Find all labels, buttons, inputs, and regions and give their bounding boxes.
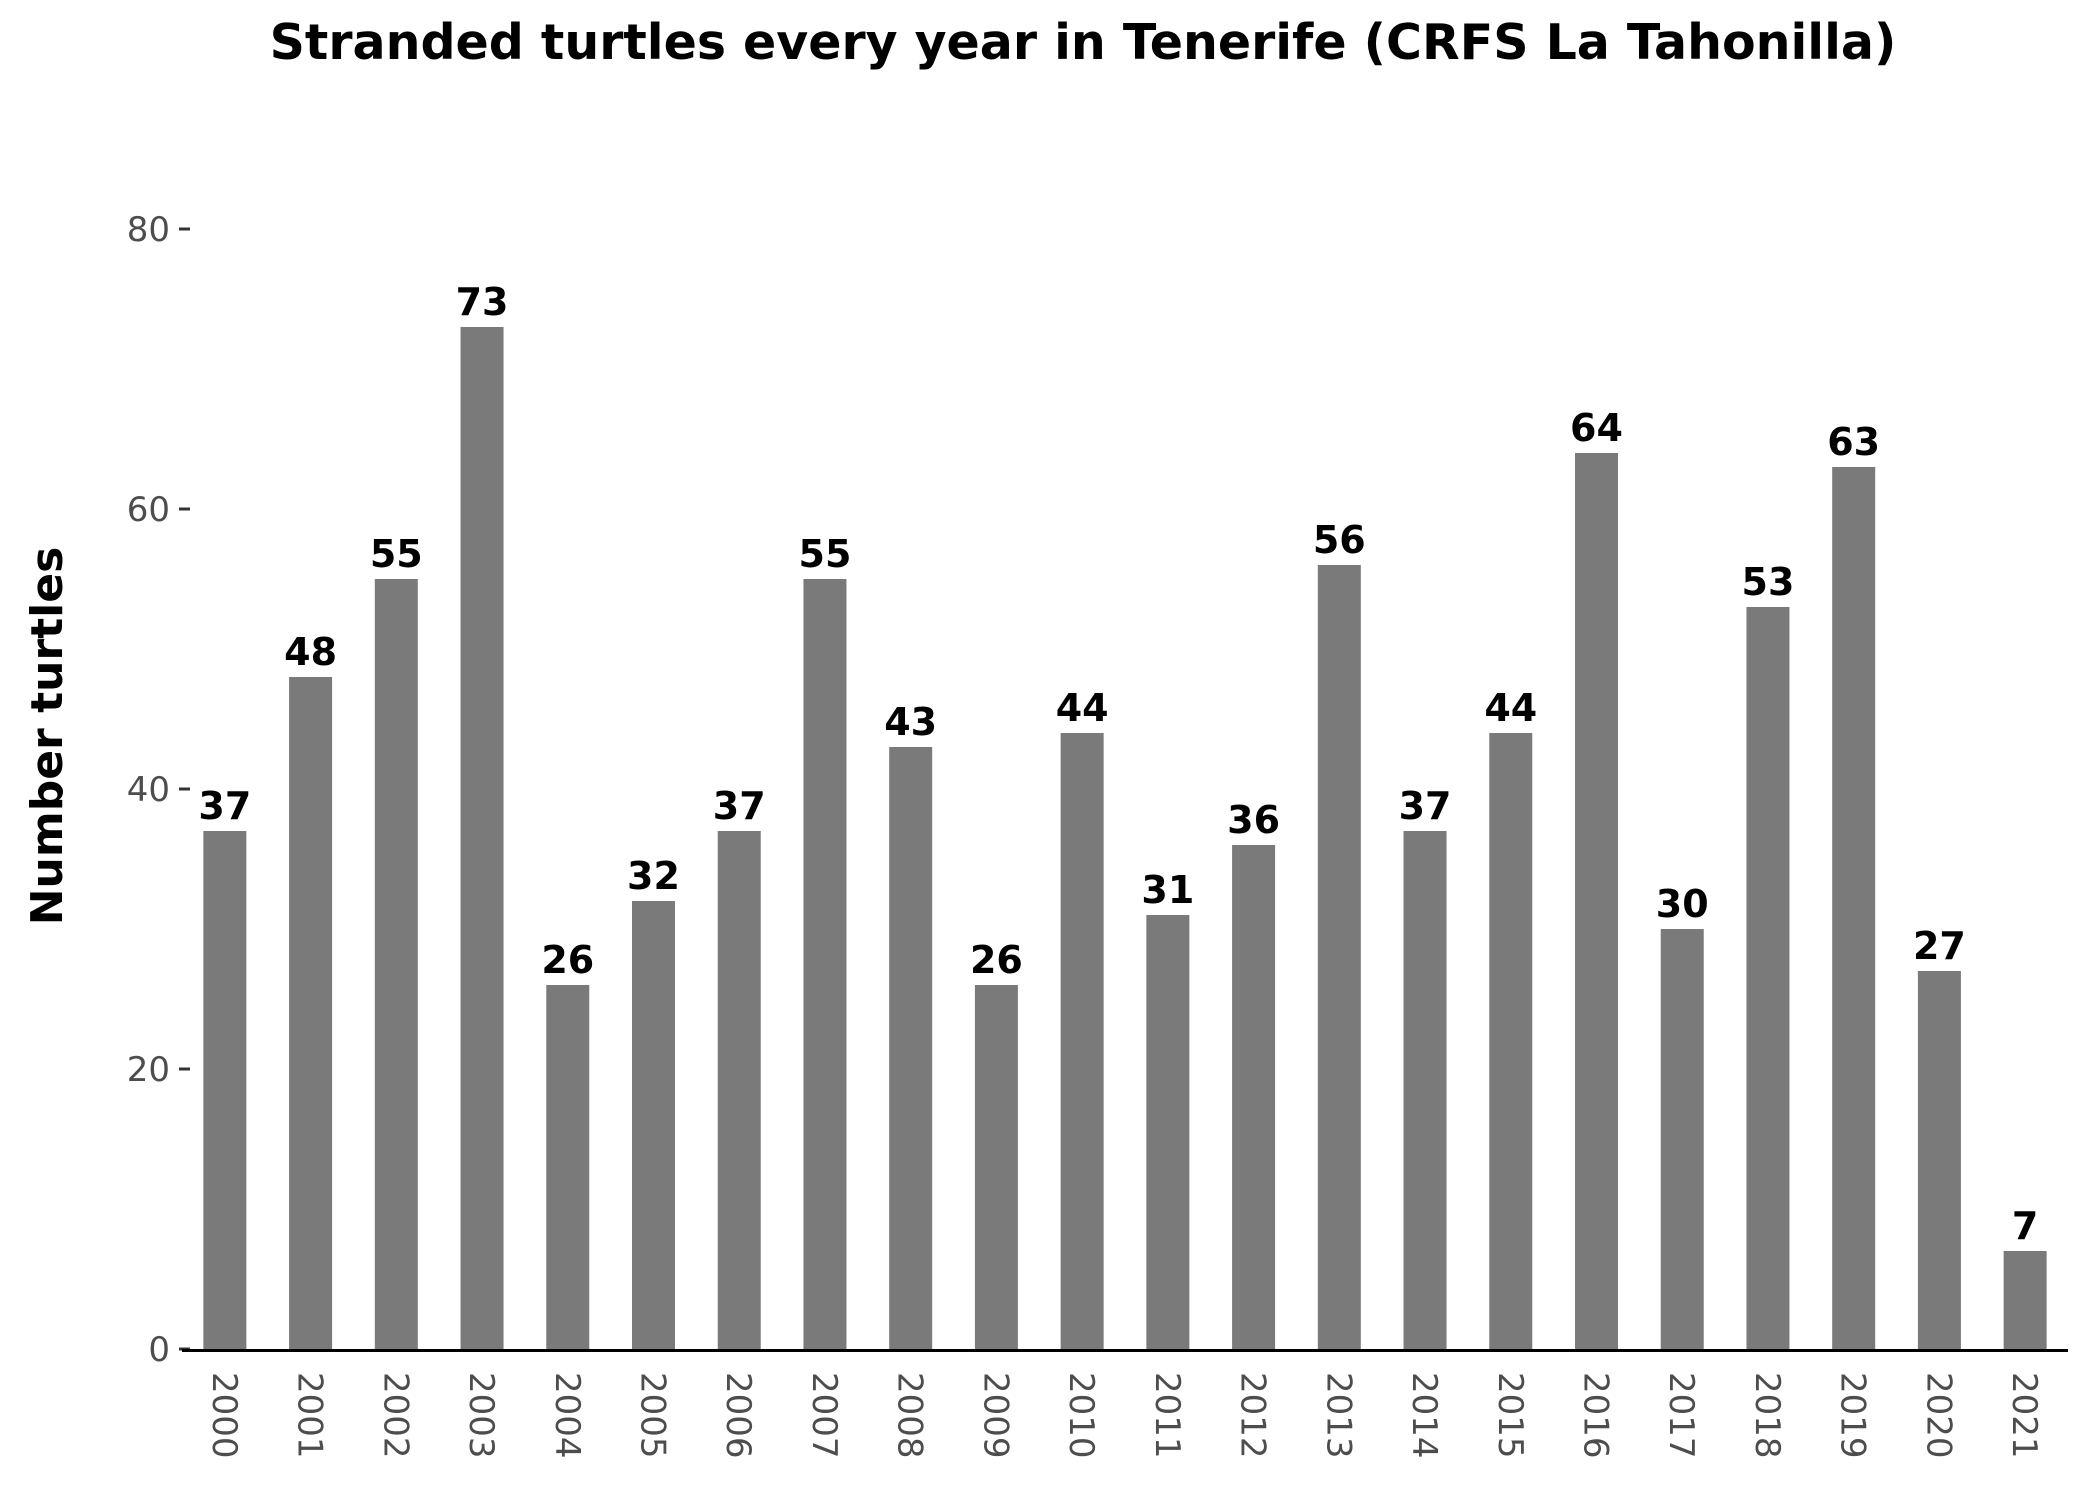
x-tick-label: 2016 (1576, 1372, 1616, 1459)
y-tick-label: 20 (127, 1050, 170, 1090)
x-tick-label: 2018 (1747, 1372, 1787, 1459)
data-label: 32 (627, 854, 680, 898)
data-label: 44 (1484, 686, 1537, 730)
x-tick-label: 2007 (804, 1372, 844, 1459)
bar (374, 579, 418, 1349)
x-tick-label: 2006 (718, 1372, 758, 1459)
bar (974, 985, 1018, 1349)
y-tick-label: 60 (127, 490, 170, 530)
data-label: 37 (713, 784, 766, 828)
bar (546, 985, 590, 1349)
bar (1060, 733, 1104, 1349)
bar (1575, 453, 1618, 1349)
chart-title: Stranded turtles every year in Tenerife … (269, 14, 1897, 71)
bar (460, 327, 504, 1349)
bar (289, 677, 333, 1349)
bar (1317, 565, 1361, 1349)
data-label: 31 (1141, 868, 1194, 912)
bar (1660, 929, 1704, 1349)
data-label: 55 (370, 532, 423, 576)
x-tick-label: 2004 (547, 1372, 587, 1459)
data-label: 30 (1656, 882, 1709, 926)
x-tick-label: 2013 (1318, 1372, 1358, 1459)
bar (889, 747, 933, 1349)
bar (1489, 733, 1533, 1349)
bar (1403, 831, 1447, 1349)
bar (1832, 467, 1876, 1349)
data-label: 26 (970, 938, 1023, 982)
y-axis-title: Number turtles (22, 547, 73, 926)
data-label: 64 (1570, 406, 1623, 450)
y-axis: 0 20 40 60 80 (127, 210, 190, 1370)
data-label: 37 (198, 784, 251, 828)
y-tick-label: 0 (148, 1330, 170, 1370)
y-tick-label: 40 (127, 770, 170, 810)
x-tick-label: 2010 (1061, 1372, 1101, 1459)
data-label: 27 (1913, 924, 1966, 968)
x-tick-label: 2014 (1404, 1372, 1444, 1459)
bars (203, 327, 2047, 1349)
x-tick-label: 2021 (2004, 1372, 2044, 1459)
data-label: 73 (456, 280, 509, 324)
data-label: 26 (541, 938, 594, 982)
bar (1146, 915, 1190, 1349)
data-label: 43 (884, 700, 937, 744)
data-label: 48 (284, 630, 337, 674)
data-labels: 37 48 55 73 26 32 37 55 43 26 44 31 36 56 37 44 64 30 53 63… (198, 280, 2038, 1248)
x-tick-label: 2001 (290, 1372, 330, 1459)
data-label: 7 (2012, 1204, 2038, 1248)
x-tick-label: 2003 (461, 1372, 501, 1459)
bar (803, 579, 847, 1349)
data-label: 44 (1056, 686, 1109, 730)
x-axis: 2000 2001 2002 2003 2004 2005 2006 2007 2008 2009… (182, 1349, 2068, 1459)
data-label: 37 (1399, 784, 1452, 828)
data-label: 63 (1827, 420, 1880, 464)
x-tick-label: 2015 (1490, 1372, 1530, 1459)
x-tick-label: 2000 (204, 1372, 244, 1459)
data-label: 53 (1742, 560, 1795, 604)
bar (203, 831, 247, 1349)
x-tick-label: 2017 (1661, 1372, 1701, 1459)
x-tick-label: 2011 (1147, 1372, 1187, 1459)
x-tick-label: 2019 (1833, 1372, 1873, 1459)
x-tick-label: 2020 (1918, 1372, 1958, 1459)
x-tick-label: 2002 (375, 1372, 415, 1459)
data-label: 56 (1313, 518, 1366, 562)
y-tick-label: 80 (127, 210, 170, 250)
bar (1746, 607, 1790, 1349)
data-label: 55 (799, 532, 852, 576)
bar (632, 901, 675, 1349)
bar (2003, 1251, 2047, 1349)
x-tick-label: 2009 (975, 1372, 1015, 1459)
x-tick-label: 2012 (1233, 1372, 1273, 1459)
x-tick-label: 2005 (633, 1372, 673, 1459)
bar (1232, 845, 1276, 1349)
bar (1917, 971, 1961, 1349)
x-tick-label: 2008 (890, 1372, 930, 1459)
data-label: 36 (1227, 798, 1280, 842)
bar (717, 831, 761, 1349)
